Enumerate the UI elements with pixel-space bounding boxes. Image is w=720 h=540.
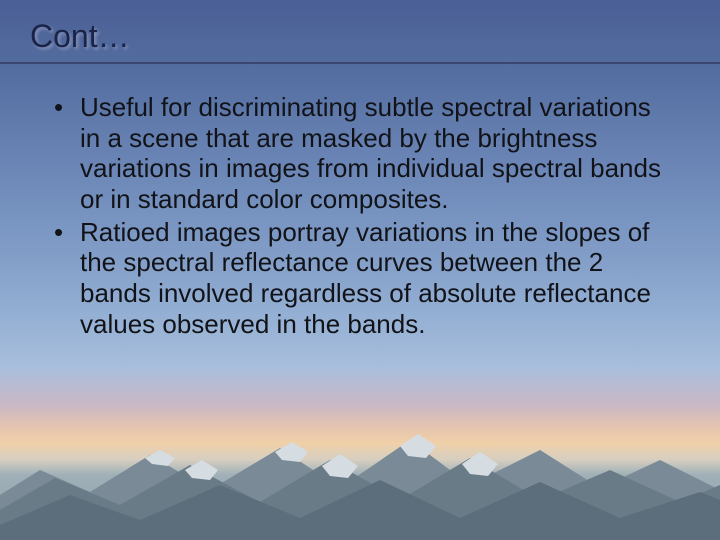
bullet-text: Useful for discriminating subtle spectra… xyxy=(80,92,672,215)
bullet-text: Ratioed images portray variations in the… xyxy=(80,217,672,340)
slide: Cont… • Useful for discriminating subtle… xyxy=(0,0,720,540)
slide-body: • Useful for discriminating subtle spect… xyxy=(52,92,672,341)
bullet-mark: • xyxy=(52,92,80,215)
bullet-mark: • xyxy=(52,217,80,340)
title-underline xyxy=(0,62,720,64)
slide-title: Cont… xyxy=(30,18,130,55)
bullet-item: • Ratioed images portray variations in t… xyxy=(52,217,672,340)
mountains-art xyxy=(0,400,720,540)
bullet-item: • Useful for discriminating subtle spect… xyxy=(52,92,672,215)
